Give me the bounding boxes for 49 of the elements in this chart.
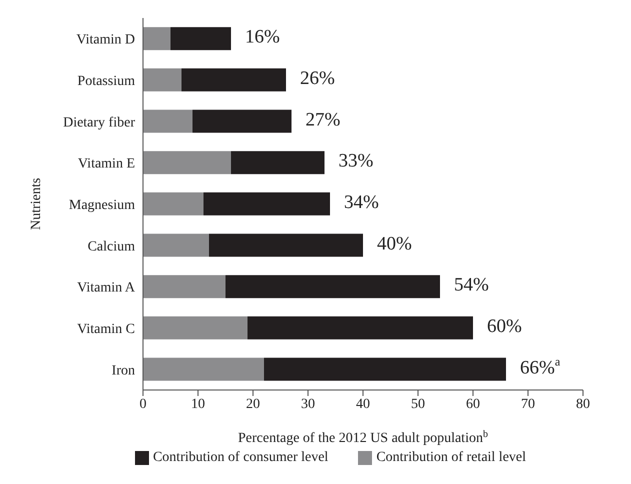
total-label: 34% <box>344 192 379 214</box>
bar <box>143 316 248 340</box>
bar <box>143 192 204 216</box>
total-label: 33% <box>338 150 374 172</box>
total-label: 27% <box>306 110 340 131</box>
total-label: 54% <box>454 274 489 296</box>
y-tick-label: Vitamin A <box>77 280 136 296</box>
y-tick-label: Vitamin C <box>77 322 135 337</box>
bar <box>248 316 473 340</box>
bar <box>143 358 264 381</box>
x-tick-label: 40 <box>356 396 370 412</box>
x-axis-title: Percentage of the 2012 US adult population$^{b}$ <box>238 428 488 446</box>
legend-label: Contribution of consumer level <box>152 450 328 465</box>
total-label: 40% <box>377 234 412 255</box>
y-tick-label: Dietary fiber <box>63 115 136 130</box>
x-tick-label: 10 <box>191 396 205 412</box>
total-label: 16% <box>245 26 280 48</box>
x-tick-label: 80 <box>576 396 590 412</box>
total-label: 26% <box>300 68 335 90</box>
bar <box>264 358 506 381</box>
bar <box>226 275 440 298</box>
x-tick-label: 30 <box>301 396 315 412</box>
y-tick-label: Vitamin D <box>76 32 135 48</box>
x-tick-label: 50 <box>411 396 425 412</box>
total-label: 60% <box>487 316 522 338</box>
bar <box>143 275 226 298</box>
bar <box>209 234 363 257</box>
x-tick-label: 60 <box>466 396 480 412</box>
y-axis-title: Nutrients <box>29 178 44 230</box>
bar <box>143 151 231 174</box>
bar <box>182 68 286 92</box>
bar <box>192 110 292 133</box>
bar <box>231 151 324 174</box>
total-label: 66%$^{a}$ <box>520 354 561 379</box>
bar <box>143 234 209 257</box>
y-tick-label: Potassium <box>77 74 136 89</box>
y-tick-label: Calcium <box>88 239 136 254</box>
y-tick-label: Magnesium <box>68 198 136 213</box>
x-tick-label: 20 <box>246 396 260 412</box>
bar <box>143 110 192 133</box>
bar <box>170 27 231 50</box>
bar <box>143 27 170 50</box>
y-tick-label: Iron <box>112 363 135 378</box>
x-tick-label: 0 <box>140 396 146 412</box>
x-tick-label: 70 <box>521 396 535 412</box>
y-tick-label: Vitamin E <box>78 156 135 172</box>
bar <box>204 192 330 216</box>
bar <box>143 68 182 92</box>
legend-label: Contribution of retail level <box>376 450 526 465</box>
